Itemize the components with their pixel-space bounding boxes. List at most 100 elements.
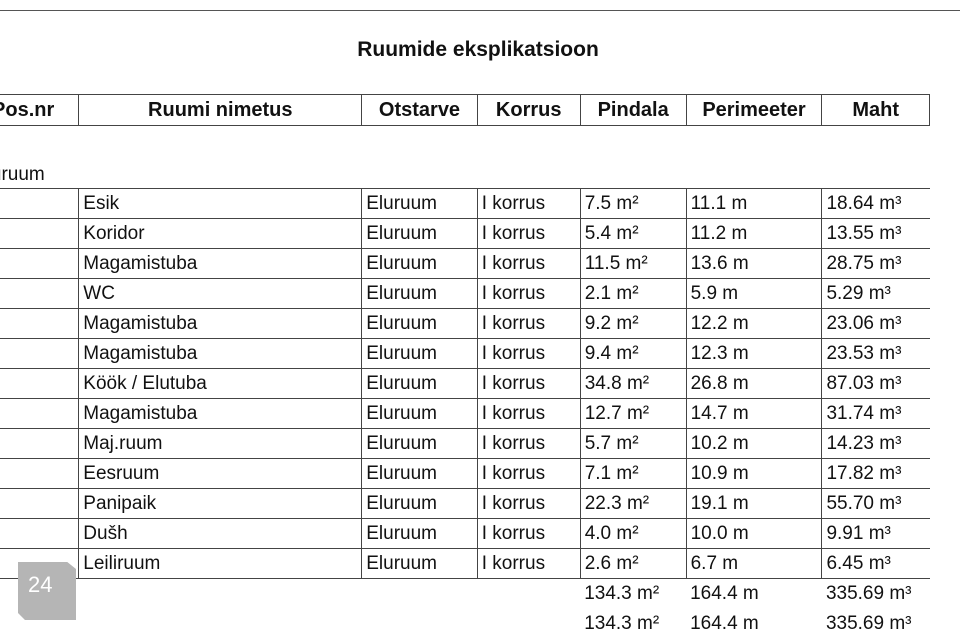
cell-volume: 13.55 m³ — [821, 218, 930, 249]
cell-name: Magamistuba — [78, 338, 362, 369]
cell-name: Eesruum — [78, 458, 362, 489]
cell-area: 9.4 m² — [579, 338, 687, 369]
cell-area: 12.7 m² — [579, 398, 687, 429]
cell-perimeter: 6.7 m — [685, 548, 822, 579]
cell-area: 34.8 m² — [579, 368, 687, 399]
cell-perimeter: 10.0 m — [685, 518, 822, 549]
cell-perimeter: 11.1 m — [685, 188, 822, 219]
cell-pos — [0, 188, 79, 219]
cell-name: Dušh — [78, 518, 362, 549]
col-floor: Korrus — [476, 94, 581, 126]
cell-volume: 23.53 m³ — [821, 338, 930, 369]
page-number-badge: 24 — [18, 562, 76, 620]
col-volume: Maht — [821, 94, 930, 126]
cell-name: Leiliruum — [78, 548, 362, 579]
cell-area: 2.6 m² — [579, 548, 687, 579]
cell-perimeter: 13.6 m — [685, 248, 822, 279]
cell-pos — [0, 368, 79, 399]
cell-purpose: Eluruum — [361, 218, 478, 249]
cell-floor: I korrus — [476, 428, 581, 459]
cell-purpose: Eluruum — [361, 428, 478, 459]
col-purpose: Otstarve — [361, 94, 478, 126]
table-row: Leiliruum Eluruum I korrus 2.6 m² 6.7 m 6.45 … — [0, 548, 930, 579]
cell-area: 11.5 m² — [579, 248, 687, 279]
cell-volume: 23.06 m³ — [821, 308, 930, 339]
cell-pos — [0, 518, 79, 549]
total-area: 134.3 m² — [584, 583, 660, 604]
table-row: Magamistuba Eluruum I korrus 9.2 m² 12.2 m 23… — [0, 308, 930, 339]
cell-purpose: Eluruum — [361, 488, 478, 519]
cell-pos — [0, 248, 79, 279]
col-pos: Pos.nr — [0, 94, 80, 126]
cell-area: 5.4 m² — [579, 218, 687, 249]
cell-floor: I korrus — [476, 188, 581, 219]
cell-purpose: Eluruum — [361, 308, 478, 339]
cell-floor: I korrus — [476, 278, 581, 309]
cell-volume: 6.45 m³ — [821, 548, 930, 579]
cell-name: Magamistuba — [78, 398, 362, 429]
cell-pos — [0, 428, 79, 459]
cell-pos — [0, 488, 79, 519]
cell-perimeter: 11.2 m — [685, 218, 822, 249]
total-volume: 335.69 m³ — [825, 613, 912, 634]
cell-volume: 18.64 m³ — [821, 188, 930, 219]
cell-purpose: Eluruum — [361, 188, 478, 219]
table-row: Eesruum Eluruum I korrus 7.1 m² 10.9 m 17.82 … — [0, 458, 930, 489]
cell-purpose: Eluruum — [361, 398, 478, 429]
totals-row: 134.3 m² 164.4 m 335.69 m³ — [0, 579, 930, 610]
cell-pos — [0, 218, 79, 249]
cell-perimeter: 10.9 m — [685, 458, 822, 489]
cell-perimeter: 12.3 m — [685, 338, 822, 369]
total-perimeter: 164.4 m — [690, 583, 759, 604]
total-area: 134.3 m² — [584, 613, 660, 634]
cell-volume: 31.74 m³ — [821, 398, 930, 429]
cell-floor: I korrus — [476, 458, 581, 489]
cell-floor: I korrus — [476, 218, 581, 249]
cell-purpose: Eluruum — [361, 368, 478, 399]
cell-floor: I korrus — [476, 488, 581, 519]
page-title: Ruumide eksplikatsioon — [357, 38, 599, 61]
cell-perimeter: 26.8 m — [685, 368, 822, 399]
cell-perimeter: 5.9 m — [685, 278, 822, 309]
cell-volume: 55.70 m³ — [821, 488, 930, 519]
room-table: Pos.nr Ruumi nimetus Otstarve Korrus Pin… — [0, 94, 930, 639]
cell-name: Maj.ruum — [78, 428, 362, 459]
cell-floor: I korrus — [476, 368, 581, 399]
cell-volume: 5.29 m³ — [821, 278, 930, 309]
table-row: Dušh Eluruum I korrus 4.0 m² 10.0 m 9.91 m³ — [0, 518, 930, 549]
cell-area: 5.7 m² — [579, 428, 687, 459]
cell-name: Koridor — [78, 218, 362, 249]
table-row: Panipaik Eluruum I korrus 22.3 m² 19.1 m 55.7… — [0, 488, 930, 519]
cell-volume: 14.23 m³ — [821, 428, 930, 459]
cell-volume: 87.03 m³ — [821, 368, 930, 399]
cell-pos — [0, 278, 79, 309]
cell-area: 22.3 m² — [579, 488, 687, 519]
cell-floor: I korrus — [476, 398, 581, 429]
cell-perimeter: 19.1 m — [685, 488, 822, 519]
table-row: Maj.ruum Eluruum I korrus 5.7 m² 10.2 m 14.23… — [0, 428, 930, 459]
cell-floor: I korrus — [476, 248, 581, 279]
col-perimeter: Perimeeter — [685, 94, 823, 126]
cell-volume: 28.75 m³ — [821, 248, 930, 279]
table-row: Magamistuba Eluruum I korrus 9.4 m² 12.3 m 23… — [0, 338, 930, 369]
totals-row: 134.3 m² 164.4 m 335.69 m³ — [0, 609, 930, 639]
cell-floor: I korrus — [476, 518, 581, 549]
col-area: Pindala — [579, 94, 687, 126]
cell-volume: 9.91 m³ — [821, 518, 930, 549]
cell-perimeter: 14.7 m — [685, 398, 822, 429]
cell-name: Magamistuba — [78, 308, 362, 339]
cell-area: 9.2 m² — [579, 308, 687, 339]
cell-purpose: Eluruum — [361, 548, 478, 579]
cell-pos — [0, 398, 79, 429]
cell-pos — [0, 308, 79, 339]
table-header: Pos.nr Ruumi nimetus Otstarve Korrus Pin… — [0, 94, 930, 126]
table-row: Koridor Eluruum I korrus 5.4 m² 11.2 m 13.55 … — [0, 218, 930, 249]
cell-floor: I korrus — [476, 308, 581, 339]
table-row: Köök / Elutuba Eluruum I korrus 34.8 m² 26.8… — [0, 368, 930, 399]
group-label: Eluruum — [0, 164, 45, 185]
cell-name: Köök / Elutuba — [78, 368, 362, 399]
cell-pos — [0, 458, 79, 489]
cell-area: 7.1 m² — [579, 458, 687, 489]
total-perimeter: 164.4 m — [690, 613, 759, 634]
